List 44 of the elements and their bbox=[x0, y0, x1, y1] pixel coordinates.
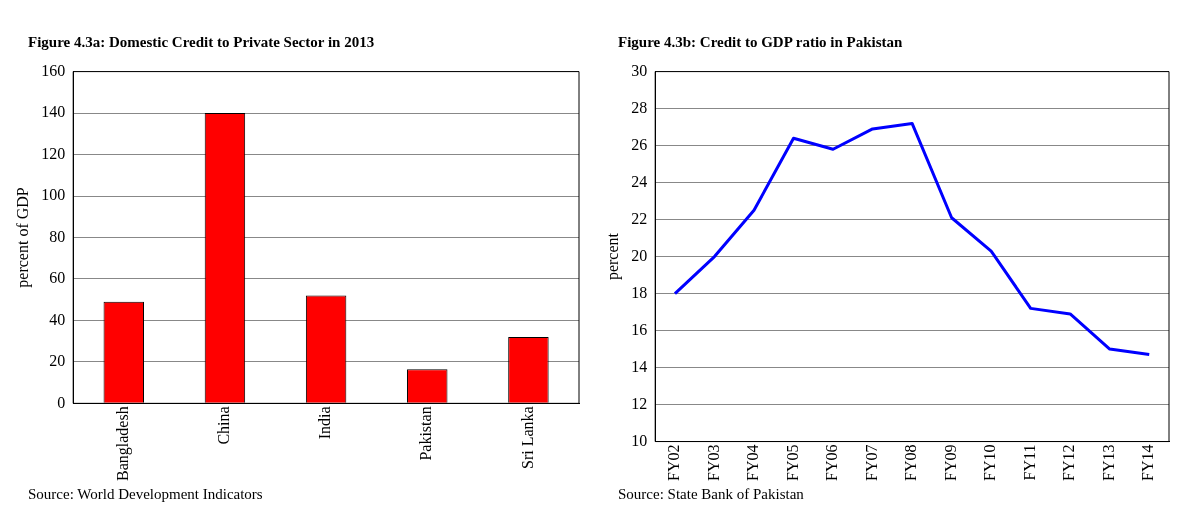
y-axis-title: percent bbox=[603, 232, 622, 281]
y-tick-label: 22 bbox=[631, 209, 648, 227]
y-tick-label: 140 bbox=[41, 103, 66, 121]
x-tick-label: Bangladesh bbox=[113, 406, 132, 482]
y-axis-title: percent of GDP bbox=[13, 187, 32, 288]
y-tick-label: 40 bbox=[49, 310, 66, 328]
y-tick-label: 10 bbox=[631, 431, 648, 449]
y-tick-label: 120 bbox=[41, 144, 66, 162]
x-tick-label: India bbox=[316, 406, 334, 440]
y-tick-label: 18 bbox=[631, 283, 648, 301]
source-note: Source: World Development Indicators bbox=[28, 486, 263, 503]
y-tick-label: 12 bbox=[631, 394, 648, 412]
x-tick-label: FY02 bbox=[665, 444, 683, 481]
x-tick-label: Sri Lanka bbox=[518, 406, 536, 470]
x-tick-label: FY03 bbox=[704, 444, 722, 481]
y-tick-label: 24 bbox=[631, 172, 648, 190]
y-tick-label: 0 bbox=[57, 393, 66, 411]
y-tick-label: 80 bbox=[49, 227, 66, 245]
source-note: Source: State Bank of Pakistan bbox=[618, 486, 804, 503]
y-tick-label: 100 bbox=[41, 186, 66, 204]
y-tick-label: 28 bbox=[631, 98, 648, 116]
y-tick-label: 20 bbox=[631, 246, 648, 264]
x-tick-label: FY14 bbox=[1139, 444, 1157, 481]
x-tick-label: FY06 bbox=[823, 444, 841, 481]
y-tick-label: 16 bbox=[631, 320, 648, 338]
x-tick-label: Pakistan bbox=[417, 406, 435, 461]
x-tick-label: FY07 bbox=[862, 444, 880, 481]
y-tick-label: 20 bbox=[49, 352, 66, 370]
chart-title: Figure 4.3a: Domestic Credit to Private Sector in 2013 bbox=[28, 34, 375, 51]
x-tick-label: FY10 bbox=[981, 444, 999, 481]
y-tick-label: 14 bbox=[631, 357, 648, 375]
y-tick-label: 160 bbox=[41, 61, 66, 79]
x-tick-label: FY04 bbox=[744, 444, 762, 481]
x-tick-label: China bbox=[215, 406, 233, 445]
x-tick-label: FY09 bbox=[941, 444, 959, 481]
y-tick-label: 30 bbox=[631, 61, 648, 79]
y-tick-label: 26 bbox=[631, 135, 648, 153]
y-tick-label: 60 bbox=[49, 269, 66, 287]
x-tick-label: FY13 bbox=[1099, 444, 1117, 481]
x-tick-label: FY05 bbox=[783, 444, 801, 481]
chart-title: Figure 4.3b: Credit to GDP ratio in Pakistan bbox=[618, 34, 903, 51]
x-tick-label: FY08 bbox=[902, 444, 920, 481]
x-tick-label: FY11 bbox=[1020, 444, 1038, 481]
x-tick-label: FY12 bbox=[1060, 444, 1078, 481]
